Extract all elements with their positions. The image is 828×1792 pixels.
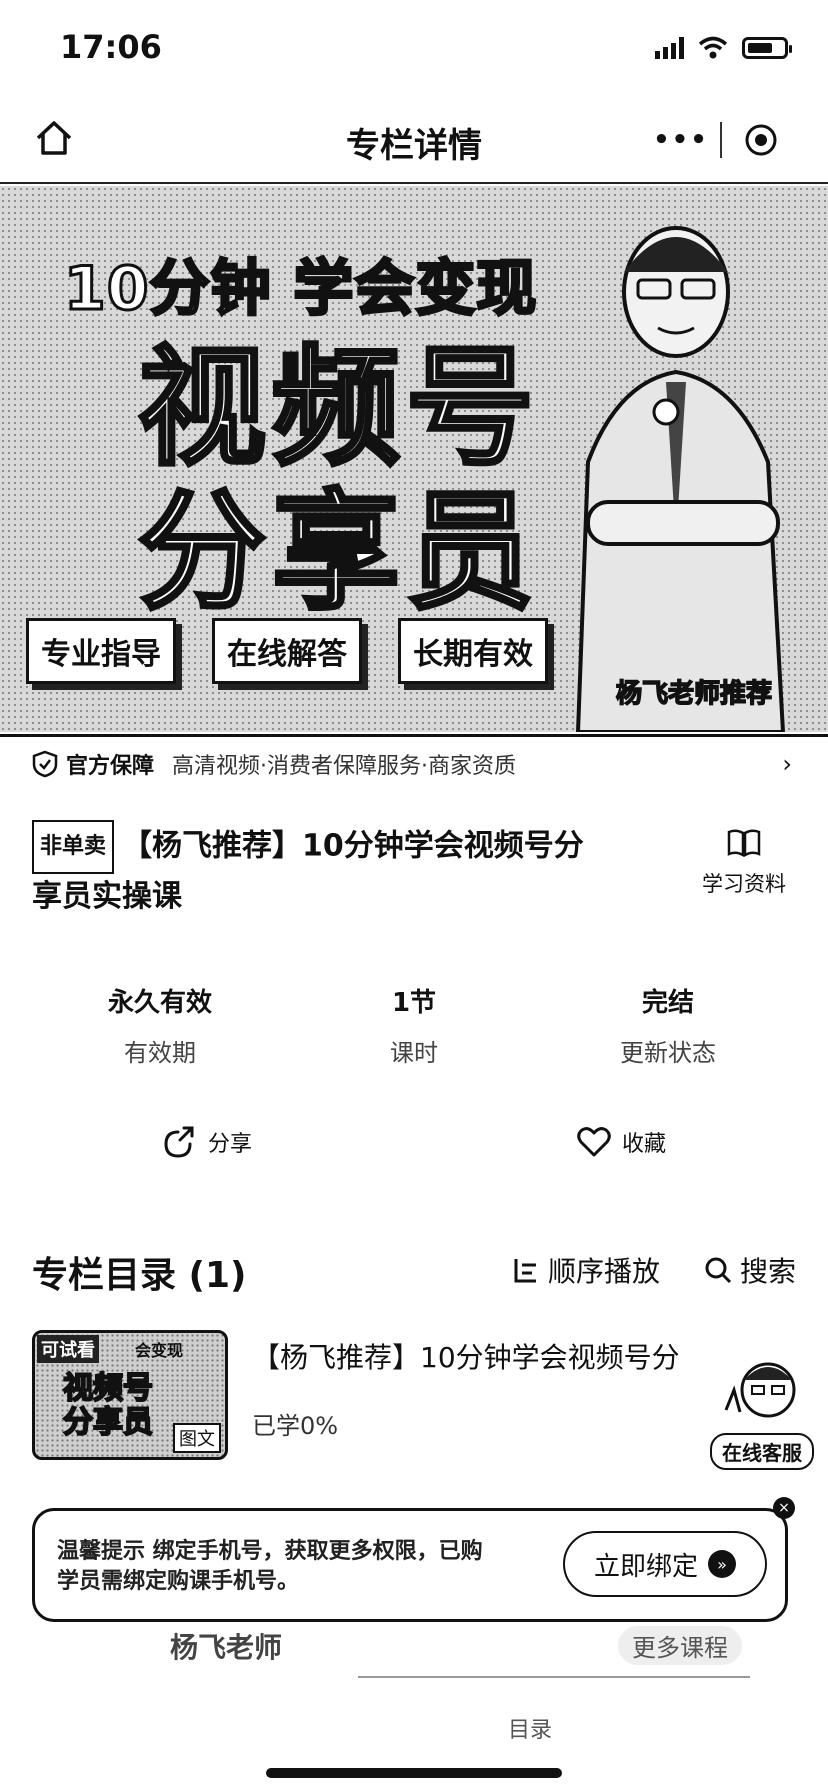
- battery-icon: [742, 37, 792, 59]
- study-material-button[interactable]: 学习资料: [694, 828, 794, 898]
- bind-now-label: 立即绑定: [593, 1551, 698, 1582]
- wifi-icon: [698, 36, 728, 59]
- shield-icon: [32, 750, 58, 777]
- customer-service-button[interactable]: 在线客服: [704, 1350, 814, 1470]
- course-banner: 10分钟 学会变现 视频号 分享员 专业指导 在线解答 长期有效 杨飞老师推荐: [0, 186, 828, 732]
- stat-label: 有效期: [124, 1039, 196, 1067]
- capsule-divider: [720, 122, 722, 158]
- close-target-button[interactable]: [722, 123, 800, 157]
- nav-bar: 专栏详情 •••: [0, 96, 828, 184]
- target-icon: [745, 124, 777, 156]
- bind-phone-tip: 温馨提示 绑定手机号，获取更多权限，已购学员需绑定购课手机号。: [57, 1539, 483, 1594]
- share-button[interactable]: 分享: [0, 1124, 414, 1160]
- thumbnail-title-line1: 视频号: [62, 1370, 154, 1407]
- search-label: 搜索: [739, 1255, 796, 1288]
- service-avatar-icon: [724, 1362, 796, 1418]
- teacher-row: 杨飞老师 更多课程: [50, 1626, 770, 1666]
- bind-now-button[interactable]: 立即绑定 »: [563, 1531, 767, 1597]
- stat-label: 更新状态: [620, 1039, 716, 1067]
- bottom-tab-label[interactable]: 目录: [508, 1718, 553, 1743]
- banner-headline: 10分钟 学会变现: [62, 253, 538, 326]
- banner-tags: 专业指导 在线解答 长期有效: [26, 618, 548, 684]
- catalog-search-button[interactable]: 搜索: [704, 1250, 796, 1290]
- search-icon: [705, 1257, 732, 1284]
- home-indicator: [266, 1768, 562, 1778]
- more-button[interactable]: •••: [653, 125, 709, 155]
- catalog-controls: 顺序播放 搜索: [512, 1250, 796, 1290]
- sequential-play-button[interactable]: 顺序播放: [512, 1250, 660, 1290]
- banner-recommend: 杨飞老师推荐: [615, 678, 773, 710]
- signal-icon: [655, 37, 684, 59]
- arrow-right-icon: »: [708, 1550, 736, 1578]
- stat-label: 课时: [390, 1039, 438, 1067]
- banner-tag: 专业指导: [26, 618, 176, 684]
- home-icon[interactable]: [32, 116, 76, 160]
- teacher-photo: [575, 226, 786, 732]
- status-bar: 17:06: [0, 0, 828, 96]
- guarantee-label: 官方保障: [66, 753, 155, 779]
- thumbnail-title-line2: 分享员: [62, 1404, 154, 1441]
- stat-value: 1节: [391, 988, 437, 1018]
- banner-tag: 在线解答: [212, 618, 362, 684]
- share-label: 分享: [207, 1132, 252, 1157]
- customer-service-label: 在线客服: [710, 1433, 814, 1470]
- favorite-label: 收藏: [621, 1132, 666, 1157]
- banner-title-line1: 视频号: [136, 332, 541, 485]
- stat-value: 完结: [641, 988, 694, 1018]
- book-icon: [727, 829, 761, 858]
- mini-program-capsule: •••: [642, 112, 802, 168]
- guarantee-text: 高清视频·消费者保障服务·商家资质: [172, 753, 517, 779]
- thumbnail-caption: 会变现: [135, 1341, 184, 1360]
- catalog-item-title: 【杨飞推荐】10分钟学会视频号分: [252, 1341, 680, 1374]
- favorite-button[interactable]: 收藏: [414, 1124, 828, 1160]
- catalog-heading: 专栏目录 (1): [32, 1255, 247, 1296]
- close-icon[interactable]: ×: [773, 1497, 795, 1519]
- trial-badge: 可试看: [37, 1335, 99, 1363]
- course-title-block: 非单卖 【杨飞推荐】10分钟学会视频号分享员实操课: [32, 820, 592, 920]
- guarantee-bar[interactable]: 官方保障 高清视频·消费者保障服务·商家资质 ›: [0, 734, 828, 790]
- chevron-right-icon: ›: [782, 749, 792, 778]
- banner-tag: 长期有效: [398, 618, 548, 684]
- page-title: 专栏详情: [346, 126, 482, 166]
- share-icon: [164, 1126, 194, 1158]
- status-time: 17:06: [60, 28, 162, 66]
- course-stats: 永久有效 有效期 1节 课时 完结 更新状态: [0, 982, 828, 1068]
- divider: [358, 1676, 750, 1678]
- sequential-play-label: 顺序播放: [547, 1255, 660, 1288]
- teacher-name: 杨飞老师: [170, 1631, 283, 1664]
- course-actions: 分享 收藏: [0, 1124, 828, 1160]
- status-icons: [655, 36, 792, 60]
- more-courses-button[interactable]: 更多课程: [618, 1626, 742, 1665]
- catalog-header: 专栏目录 (1) 顺序播放 搜索: [32, 1246, 796, 1296]
- course-info: 非单卖 【杨飞推荐】10分钟学会视频号分享员实操课 学习资料: [32, 820, 796, 920]
- study-material-label: 学习资料: [702, 872, 786, 896]
- content-type-badge: 图文: [173, 1423, 221, 1453]
- stat-lessons: 1节 课时: [314, 982, 514, 1068]
- list-order-icon: [514, 1259, 536, 1283]
- catalog-item-thumbnail: 可试看 会变现 视频号 分享员 图文: [32, 1330, 228, 1460]
- heart-icon: [577, 1127, 611, 1157]
- banner-title-line2: 分享员: [136, 476, 541, 629]
- stat-validity: 永久有效 有效期: [60, 982, 260, 1068]
- stat-value: 永久有效: [107, 988, 212, 1018]
- catalog-item[interactable]: 可试看 会变现 视频号 分享员 图文 【杨飞推荐】10分钟学会视频号分 已学0%: [32, 1330, 796, 1460]
- bind-phone-banner: 温馨提示 绑定手机号，获取更多权限，已购学员需绑定购课手机号。 立即绑定 » ×: [32, 1497, 795, 1622]
- stat-update-status: 完结 更新状态: [568, 982, 768, 1068]
- course-title: 【杨飞推荐】10分钟学会视频号分享员实操课: [32, 828, 584, 915]
- catalog-item-progress: 已学0%: [252, 1412, 339, 1440]
- course-badge: 非单卖: [32, 820, 115, 874]
